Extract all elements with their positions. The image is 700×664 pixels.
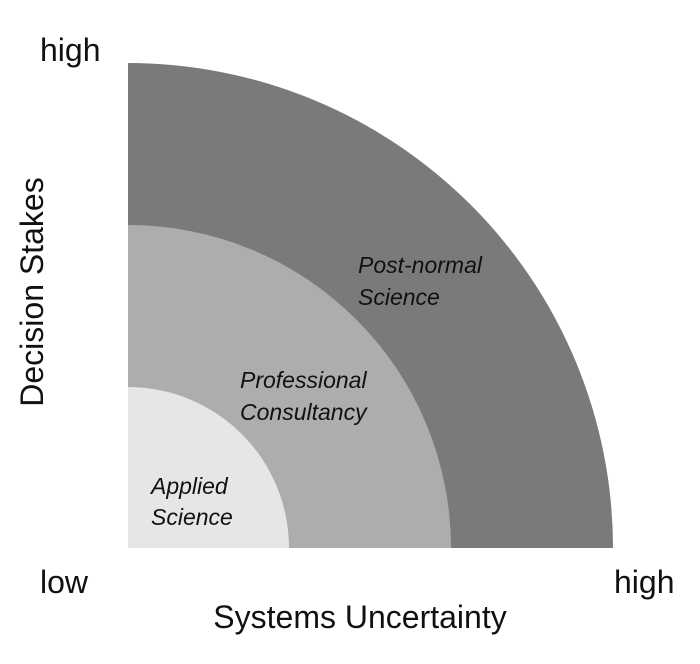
label-post-normal-line2: Science xyxy=(358,284,440,310)
label-post-normal-line1: Post-normal xyxy=(358,252,483,278)
x-axis-title: Systems Uncertainty xyxy=(213,599,506,635)
label-professional-line1: Professional xyxy=(240,367,367,393)
x-axis-low-label: low xyxy=(40,564,89,600)
x-axis-high-label: high xyxy=(614,564,675,600)
label-applied-line2: Science xyxy=(151,504,233,530)
label-applied-line1: Applied xyxy=(149,473,229,499)
y-axis-title: Decision Stakes xyxy=(14,177,50,406)
y-axis-high-label: high xyxy=(40,32,101,68)
label-professional-line2: Consultancy xyxy=(240,399,368,425)
zone-applied-science xyxy=(128,387,289,548)
